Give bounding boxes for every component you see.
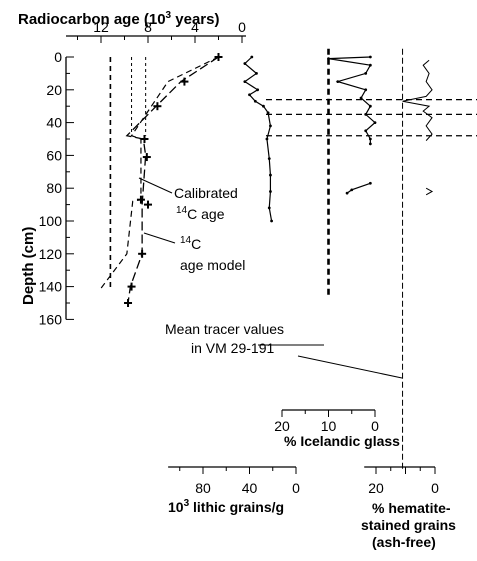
hematite-tick-label: 20 [368, 480, 384, 496]
lithic-point [269, 190, 272, 193]
lithic-point [269, 124, 272, 128]
glass-point [364, 72, 368, 75]
lithic-point [255, 72, 258, 75]
glass-point [368, 142, 372, 146]
lithic-series [243, 55, 273, 223]
lithic-point [270, 219, 273, 223]
model-pointer [143, 232, 176, 244]
hematite-curve-extra [425, 187, 434, 196]
bottom-axes: 20 10 0 80 40 0 20 0 [168, 409, 439, 496]
glass-point [368, 63, 372, 67]
age-axis-title: Radiocarbon age (103 years) [18, 10, 219, 28]
lithic-point [269, 173, 272, 177]
age-tick-label: 0 [238, 19, 246, 35]
depth-tick-label: 40 [46, 115, 62, 131]
depth-tick-label: 160 [39, 311, 63, 327]
depth-tick-label: 0 [54, 49, 62, 65]
glass-point [364, 113, 368, 116]
model-label-line2: age model [180, 257, 245, 273]
lithic-point [243, 80, 247, 83]
model-label-line1: 14C [180, 235, 201, 252]
glass-point [368, 137, 372, 141]
mean-pointer-hematite [297, 355, 403, 379]
lithic-point [243, 62, 247, 65]
glass-tick-label: 20 [274, 418, 290, 434]
lithic-curve [243, 56, 273, 222]
mean-label-line1: Mean tracer values [165, 321, 284, 337]
lithic-point [262, 104, 265, 108]
lithic-tick-label: 0 [292, 480, 300, 496]
age-tick-label: 4 [191, 19, 199, 35]
calibrated-label-line2: 14C age [176, 205, 225, 222]
hematite-axis-label-1: % hematite- [372, 500, 451, 516]
lithic-point [253, 99, 257, 103]
lithic-axis-label: 103 lithic grains/g [168, 498, 284, 515]
glass-point [373, 121, 377, 124]
lithic-point [250, 55, 254, 59]
depth-tick-label: 80 [46, 180, 62, 196]
hematite-series [402, 48, 434, 471]
depth-axis-title: Depth (cm) [20, 227, 37, 305]
glass-point [368, 104, 372, 108]
glass-point [364, 129, 368, 133]
glass-point [336, 80, 340, 83]
glass-point [359, 96, 363, 100]
depth-tick-label: 20 [46, 82, 62, 98]
glass-point [345, 191, 349, 195]
calibrated-label-line1: Calibrated [174, 185, 238, 201]
lithic-point [266, 111, 270, 115]
glass-point [364, 88, 368, 92]
lithic-point [256, 88, 260, 92]
age-panel: 12 8 4 0 [66, 19, 246, 307]
lithic-tick-label: 40 [242, 480, 258, 496]
hematite-curve [402, 59, 433, 141]
lithic-point [248, 93, 251, 97]
depth-tick-label: 140 [39, 279, 63, 295]
glass-point [368, 181, 372, 185]
lithic-point [267, 206, 271, 210]
age-tick-label: 8 [144, 19, 152, 35]
glass-curve [328, 56, 376, 144]
depth-tick-label: 120 [39, 246, 63, 262]
glass-point [368, 55, 372, 59]
glass-axis-label: % Icelandic glass [284, 433, 400, 449]
hematite-axis-label-2: stained grains [361, 517, 456, 533]
horizontal-markers [266, 98, 477, 137]
hematite-axis-label-3: (ash-free) [372, 534, 436, 550]
lithic-point [267, 157, 271, 161]
glass-tick-label: 0 [371, 418, 379, 434]
age-tick-label: 12 [93, 19, 109, 35]
hematite-tick-label: 0 [431, 480, 439, 496]
lithic-point [265, 137, 269, 141]
glass-series [327, 48, 377, 295]
glass-tick-label: 10 [321, 418, 337, 434]
lithic-tick-label: 80 [195, 480, 211, 496]
glass-point [350, 188, 354, 192]
calibrated-age-curve [125, 56, 219, 304]
glass-curve-extra [346, 182, 371, 194]
mean-label-line2: in VM 29-191 [191, 340, 274, 356]
age-model-curve [100, 56, 219, 289]
glass-point [327, 57, 330, 61]
depth-tick-label: 100 [39, 213, 63, 229]
depth-tick-label: 60 [46, 147, 62, 163]
depth-axis: 0 20 40 60 80 100 120 140 160 [39, 49, 74, 327]
calibrated-pointer [138, 177, 173, 194]
